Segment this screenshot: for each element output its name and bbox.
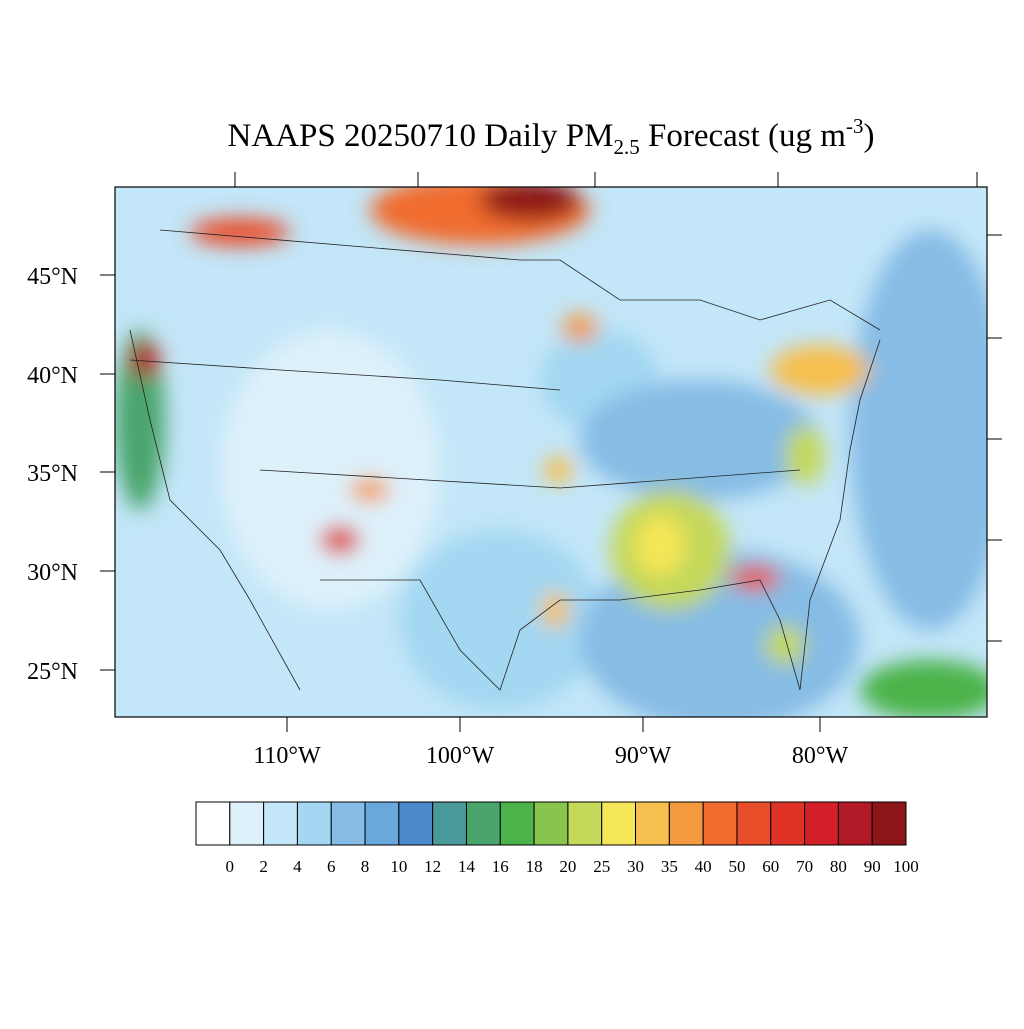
colorbar-label: 4 <box>293 857 302 876</box>
colorbar-box <box>804 801 839 846</box>
colorbar-label: 6 <box>327 857 336 876</box>
colorbar-label: 25 <box>593 857 610 876</box>
colorbar-label: 50 <box>728 857 745 876</box>
lat-label: 25°N <box>27 659 78 685</box>
colorbar-label: 14 <box>458 857 476 876</box>
title-sub: 2.5 <box>614 135 640 159</box>
colorbar-label: 80 <box>830 857 847 876</box>
colorbar-box <box>195 801 231 846</box>
lon-label: 80°W <box>792 743 849 769</box>
colorbar-label: 8 <box>361 857 370 876</box>
colorbar-label: 16 <box>492 857 509 876</box>
colorbar-label: 90 <box>864 857 881 876</box>
frame-ticks <box>100 172 1002 732</box>
colorbar-box <box>465 801 501 846</box>
title-end: ) <box>863 118 874 154</box>
colorbar-label: 70 <box>796 857 813 876</box>
colorbar-label: 2 <box>259 857 268 876</box>
lon-label: 90°W <box>615 743 672 769</box>
colorbar-box <box>229 801 265 846</box>
colorbar-label: 18 <box>526 857 543 876</box>
colorbar-label: 100 <box>893 857 919 876</box>
lat-label: 35°N <box>27 461 78 487</box>
colorbar-box <box>702 801 738 846</box>
lat-label: 45°N <box>27 264 78 290</box>
colorbar-box <box>736 801 772 846</box>
colorbar-label: 60 <box>762 857 779 876</box>
colorbar-box <box>533 801 569 846</box>
lon-label: 100°W <box>426 743 495 769</box>
colorbar-box <box>668 801 704 846</box>
colorbar-label: 30 <box>627 857 644 876</box>
colorbar-box <box>296 801 332 846</box>
colorbar-box <box>330 801 366 846</box>
colorbar-box <box>263 801 298 846</box>
colorbar-label: 35 <box>661 857 678 876</box>
colorbar-box <box>837 801 873 846</box>
colorbar-box <box>635 801 670 846</box>
colorbar-label: 40 <box>695 857 712 876</box>
colorbar-label: 12 <box>424 857 441 876</box>
colorbar-box <box>871 801 907 846</box>
colorbar-box <box>398 801 434 846</box>
map-field <box>115 187 987 717</box>
lat-label: 30°N <box>27 560 78 586</box>
lon-label: 110°W <box>253 743 321 769</box>
colorbar-box <box>567 801 603 846</box>
title-main: NAAPS 20250710 Daily PM <box>228 118 614 154</box>
colorbar-label: 0 <box>226 857 235 876</box>
title-mid: Forecast (ug m <box>640 118 847 154</box>
colorbar-box <box>601 801 637 846</box>
colorbar-box <box>499 801 535 846</box>
title: NAAPS 20250710 Daily PM2.5 Forecast (ug … <box>228 114 875 159</box>
title-sup: -3 <box>846 114 864 138</box>
colorbar-box <box>770 801 806 846</box>
colorbar-box <box>432 801 467 846</box>
colorbar-label: 10 <box>390 857 407 876</box>
map-frame <box>114 186 988 718</box>
colorbar-box <box>364 801 400 846</box>
lat-label: 40°N <box>27 363 78 389</box>
colorbar-label: 20 <box>559 857 576 876</box>
